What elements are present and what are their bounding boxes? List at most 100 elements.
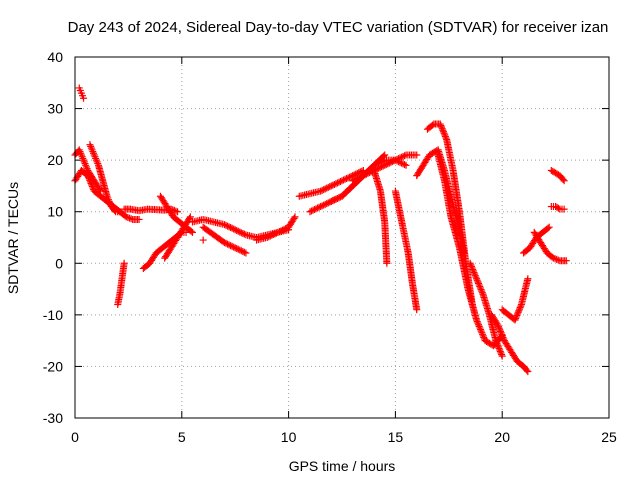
data-point bbox=[498, 330, 506, 338]
data-point bbox=[282, 225, 290, 233]
x-tick-label: 25 bbox=[601, 429, 617, 445]
y-tick-label: -10 bbox=[43, 307, 63, 323]
data-point bbox=[361, 171, 369, 179]
data-point bbox=[387, 158, 395, 166]
data-point bbox=[437, 122, 445, 130]
data-point bbox=[271, 230, 279, 238]
data-point bbox=[551, 255, 559, 263]
data-point bbox=[221, 221, 229, 229]
data-point bbox=[383, 259, 391, 267]
series-s23 bbox=[488, 311, 532, 376]
data-point bbox=[467, 261, 475, 269]
data-point bbox=[517, 302, 525, 310]
data-point bbox=[77, 149, 85, 157]
data-point bbox=[314, 204, 322, 212]
data-point bbox=[474, 279, 482, 287]
data-point bbox=[89, 184, 97, 192]
y-axis-label: SDTVAR / TECUs bbox=[5, 182, 21, 294]
data-point bbox=[356, 173, 364, 181]
data-point bbox=[398, 159, 406, 167]
chart-title: Day 243 of 2024, Sidereal Day-to-day VTE… bbox=[68, 19, 609, 36]
data-point bbox=[440, 129, 448, 137]
data-point bbox=[472, 273, 480, 281]
data-point bbox=[495, 344, 503, 352]
x-tick-label: 5 bbox=[178, 429, 186, 445]
data-point bbox=[324, 183, 332, 191]
data-point bbox=[81, 160, 89, 168]
data-point bbox=[240, 230, 248, 238]
data-point bbox=[311, 206, 319, 214]
y-tick-label: -20 bbox=[43, 358, 63, 374]
data-point bbox=[378, 163, 386, 171]
data-point bbox=[479, 332, 487, 340]
data-point bbox=[228, 224, 236, 232]
data-point bbox=[231, 244, 239, 252]
data-point bbox=[476, 282, 484, 290]
series-s16 bbox=[349, 151, 421, 185]
data-point bbox=[353, 175, 361, 183]
data-point bbox=[335, 194, 343, 202]
data-point bbox=[269, 231, 277, 239]
data-point bbox=[230, 243, 238, 251]
data-point bbox=[104, 194, 112, 202]
data-point bbox=[332, 180, 340, 188]
data-point bbox=[365, 169, 373, 177]
data-point bbox=[341, 175, 349, 183]
data-point bbox=[477, 326, 485, 334]
data-point bbox=[475, 321, 483, 329]
data-point bbox=[554, 204, 562, 212]
data-point bbox=[394, 155, 402, 163]
data-point bbox=[375, 164, 383, 172]
data-point bbox=[315, 203, 323, 211]
data-point bbox=[523, 366, 531, 374]
data-point bbox=[476, 284, 484, 292]
data-point bbox=[318, 186, 326, 194]
data-point bbox=[559, 175, 567, 183]
data-point bbox=[476, 324, 484, 332]
data-point bbox=[327, 182, 335, 190]
data-point bbox=[227, 224, 235, 232]
data-point bbox=[307, 207, 315, 215]
data-point bbox=[379, 162, 387, 170]
y-tick-label: -30 bbox=[43, 410, 63, 426]
data-point bbox=[333, 179, 341, 187]
series-s4 bbox=[86, 141, 124, 216]
data-point bbox=[466, 259, 474, 267]
data-point bbox=[90, 149, 98, 157]
series-s3 bbox=[75, 84, 88, 102]
data-point bbox=[477, 286, 485, 294]
data-point bbox=[80, 156, 88, 164]
data-point bbox=[493, 320, 501, 328]
data-point bbox=[498, 332, 506, 340]
data-point bbox=[332, 195, 340, 203]
series-s24 bbox=[498, 275, 532, 324]
data-point bbox=[224, 240, 232, 248]
data-point bbox=[82, 161, 90, 169]
data-point bbox=[321, 200, 329, 208]
x-tick-label: 15 bbox=[388, 429, 404, 445]
data-point bbox=[388, 158, 396, 166]
data-point bbox=[172, 207, 180, 215]
data-point bbox=[438, 123, 446, 131]
data-point bbox=[329, 197, 337, 205]
data-point bbox=[396, 154, 404, 162]
data-point bbox=[239, 247, 247, 255]
data-point bbox=[327, 197, 335, 205]
data-point bbox=[317, 203, 325, 211]
data-point bbox=[401, 152, 409, 160]
data-point bbox=[475, 322, 483, 330]
data-point bbox=[275, 228, 283, 236]
data-point bbox=[512, 314, 520, 322]
data-point bbox=[321, 185, 329, 193]
data-point bbox=[494, 321, 502, 329]
data-point bbox=[413, 151, 421, 159]
series-s17 bbox=[370, 166, 391, 267]
series-s28 bbox=[547, 203, 568, 213]
data-point bbox=[399, 160, 407, 168]
data-point bbox=[340, 176, 348, 184]
data-point bbox=[227, 242, 235, 250]
data-point bbox=[75, 146, 83, 154]
data-point bbox=[514, 308, 522, 316]
data-point bbox=[496, 346, 504, 354]
data-point bbox=[230, 225, 238, 233]
